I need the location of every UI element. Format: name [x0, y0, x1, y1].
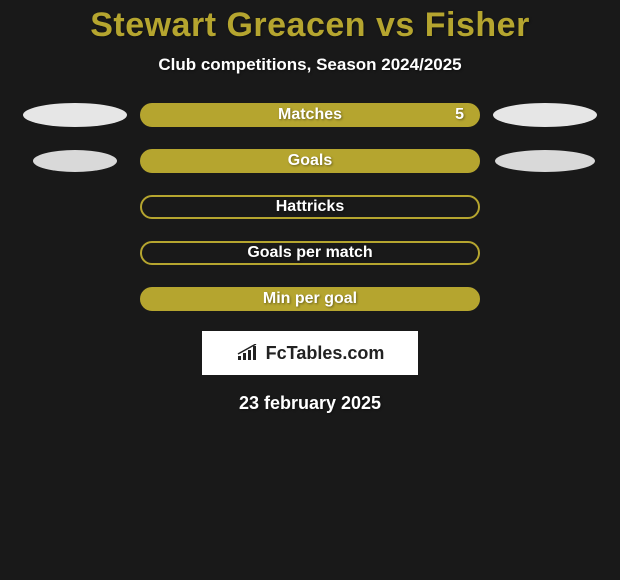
left-indicator-slot [10, 103, 140, 127]
left-indicator-slot [10, 287, 140, 311]
stat-label: Goals per match [247, 244, 372, 262]
stat-label: Goals [288, 152, 332, 170]
stat-label: Matches [278, 106, 342, 124]
stat-row: Goals per match [0, 241, 620, 265]
logo-suffix: Tables.com [287, 343, 385, 363]
stat-bar: Min per goal [140, 287, 480, 311]
logo-box: FcTables.com [202, 331, 418, 375]
right-indicator-slot [480, 287, 610, 311]
right-indicator-slot [480, 103, 610, 127]
right-indicator-slot [480, 241, 610, 265]
stat-value: 5 [455, 106, 464, 124]
stat-bar: Goals per match [140, 241, 480, 265]
stat-row: Hattricks [0, 195, 620, 219]
stat-bar: Matches 5 [140, 103, 480, 127]
stat-bar: Goals [140, 149, 480, 173]
right-indicator-slot [480, 149, 610, 173]
right-indicator-slot [480, 195, 610, 219]
stat-label: Min per goal [263, 290, 357, 308]
stat-bar: Hattricks [140, 195, 480, 219]
bar-chart-icon [236, 344, 260, 362]
chart-container: Stewart Greacen vs Fisher Club competiti… [0, 0, 620, 580]
page-title: Stewart Greacen vs Fisher [0, 0, 620, 45]
right-ellipse [493, 103, 597, 127]
stat-row: Goals [0, 149, 620, 173]
left-indicator-slot [10, 149, 140, 173]
stat-row: Matches 5 [0, 103, 620, 127]
logo-text: FcTables.com [266, 343, 385, 364]
left-ellipse [33, 150, 117, 172]
right-ellipse [495, 150, 595, 172]
stat-rows: Matches 5 Goals Hattricks Goals per match Min… [0, 103, 620, 311]
left-indicator-slot [10, 241, 140, 265]
logo-prefix: Fc [266, 343, 287, 363]
left-ellipse [23, 103, 127, 127]
left-indicator-slot [10, 195, 140, 219]
stat-label: Hattricks [276, 198, 344, 216]
date-label: 23 february 2025 [0, 393, 620, 414]
subtitle: Club competitions, Season 2024/2025 [0, 55, 620, 75]
logo: FcTables.com [236, 343, 385, 364]
stat-row: Min per goal [0, 287, 620, 311]
